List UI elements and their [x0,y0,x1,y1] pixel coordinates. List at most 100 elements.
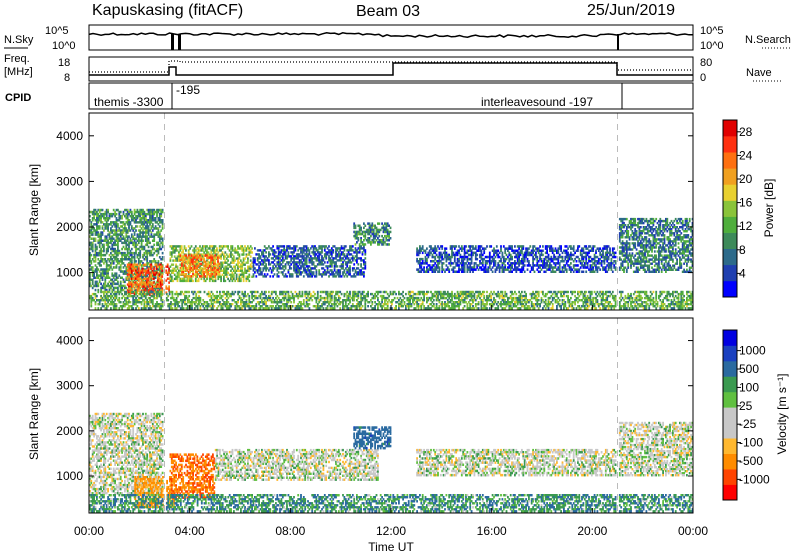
heatmap-cell [139,245,142,249]
heatmap-cell [254,271,256,274]
heatmap-cell [244,267,246,270]
heatmap-cell [318,247,321,250]
heatmap-cell [288,255,291,258]
heatmap-cell [211,256,214,259]
heatmap-cell [213,259,215,262]
heatmap-cell [137,283,140,286]
heatmap-cell [328,257,330,260]
heatmap-cell [382,241,385,244]
heatmap-cell [218,275,221,278]
heatmap-cell [149,229,151,232]
heatmap-cell [420,249,423,252]
heatmap-cell [312,257,315,260]
heatmap-cell [199,271,201,274]
heatmap-cell [318,255,321,258]
heatmap-cell [136,217,139,220]
heatmap-cell [284,249,287,252]
heatmap-cell [326,251,329,254]
heatmap-cell [130,235,133,238]
heatmap-cell [213,265,215,268]
heatmap-cell [89,274,91,277]
heatmap-cell [137,229,140,232]
heatmap-cell [364,263,367,266]
heatmap-cell [97,251,100,255]
heatmap-cell [124,264,126,267]
heatmap-cell [94,249,97,253]
heatmap-cell [94,264,97,267]
heatmap-cell [157,264,160,267]
heatmap-cell [149,282,151,286]
heatmap-cell [135,260,137,263]
heatmap-cell [302,269,305,272]
heatmap-cell [100,260,102,263]
heatmap-cell [427,268,430,271]
heatmap-cell [252,275,255,278]
heatmap-cell [100,264,102,267]
heatmap-cell [124,214,126,218]
heatmap-cell [377,232,379,236]
heatmap-cell [230,273,232,276]
heatmap-cell [350,245,353,248]
heatmap-cell [91,272,94,275]
heatmap-cell [143,274,146,277]
heatmap-cell [142,233,144,236]
heatmap-cell [166,263,169,266]
heatmap-cell [281,265,284,268]
heatmap-cell [361,232,364,236]
heatmap-cell [582,270,585,273]
heatmap-cell [130,219,133,222]
heatmap-cell [117,251,119,255]
heatmap-cell [124,286,126,290]
heatmap-cell [210,245,213,248]
heatmap-cell [122,237,125,240]
heatmap-cell [121,233,123,236]
nsky-tick-low: 10^0 [52,40,76,52]
heatmap-cell [190,263,193,266]
heatmap-cell [621,236,624,239]
heatmap-cell [372,224,375,227]
heatmap-cell [189,247,191,250]
heatmap-cell [498,270,501,273]
heatmap-cell [424,257,427,261]
heatmap-cell [672,260,674,263]
heatmap-cell [200,256,203,259]
heatmap-cell [333,273,336,276]
heatmap-cell [143,212,146,216]
heatmap-cell [337,251,340,254]
heatmap-cell [136,281,139,284]
heatmap-cell [142,288,144,292]
heatmap-cell [206,264,208,268]
heatmap-cell [365,228,368,232]
heatmap-cell [437,260,439,263]
heatmap-cell [255,269,258,272]
heatmap-cell [242,271,245,274]
heatmap-cell [670,230,673,233]
heatmap-cell [420,266,423,269]
heatmap-cell [484,247,487,250]
heatmap-cell [146,281,148,284]
heatmap-cell [273,267,276,270]
heatmap-cell [214,245,217,248]
heatmap-cell [121,225,123,228]
heatmap-cell [421,251,424,255]
heatmap-cell [161,275,164,278]
heatmap-cell [216,263,218,266]
heatmap-cell [97,241,100,245]
heatmap-cell [312,251,315,254]
heatmap-cell [231,247,234,250]
heatmap-cell [144,277,147,280]
freq-label-line1: Freq. [4,53,30,65]
heatmap-cell [137,269,140,272]
heatmap-cell [463,270,466,273]
heatmap-cell [139,269,141,272]
heatmap-cell [441,247,444,250]
heatmap-cell [593,245,596,248]
heatmap-cell [190,268,193,272]
heatmap-cell [126,265,129,268]
date-title: 25/Jun/2019 [587,2,675,19]
heatmap-cell [108,235,111,238]
heatmap-cell [93,223,95,226]
heatmap-cell [93,276,95,279]
heatmap-cell [628,252,631,255]
heatmap-cell [104,276,107,279]
